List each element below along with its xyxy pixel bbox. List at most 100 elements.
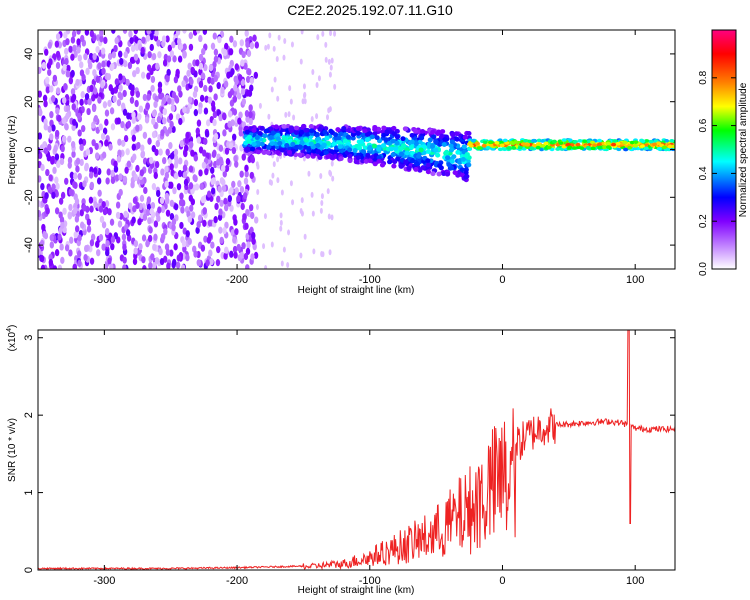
spectrogram-cell xyxy=(264,44,268,51)
spectrogram-cell xyxy=(328,128,334,134)
spectrogram-cell xyxy=(196,259,201,267)
spectrogram-cell xyxy=(75,165,80,173)
spectrogram-cell xyxy=(185,230,190,238)
spectrogram-cell xyxy=(246,241,251,249)
spectrogram-cell xyxy=(146,30,151,35)
spectrogram-cell xyxy=(246,49,252,58)
spectrogram-cell xyxy=(40,264,46,269)
spectrogram-cell xyxy=(87,98,92,106)
spectrogram-cell xyxy=(241,242,246,250)
spectrogram-cell xyxy=(380,143,387,148)
spectrogram-cell xyxy=(65,38,70,46)
spectrogram-cell xyxy=(82,180,87,188)
snr-x-tick-label: 0 xyxy=(499,575,505,587)
spectrogram-cell xyxy=(530,138,536,143)
spectrogram-cell xyxy=(251,141,257,147)
spectrogram-cell xyxy=(90,233,96,241)
spectrogram-cell xyxy=(218,114,223,122)
spectrogram-cell xyxy=(138,243,143,251)
spectrogram-cell xyxy=(267,113,271,120)
spectrogram-cell xyxy=(419,129,426,134)
spectrogram-cell xyxy=(227,91,233,99)
spectrogram-cell xyxy=(306,146,312,151)
spectrogram-cell xyxy=(122,243,127,251)
spectrogram-cell xyxy=(153,100,158,109)
spectrogram-cell xyxy=(50,156,55,164)
spectrogram-cell xyxy=(133,240,139,248)
spectrogram-cell xyxy=(590,140,596,145)
spectrogram-cell xyxy=(322,129,328,135)
spectrogram-cell xyxy=(157,51,162,59)
spectrogram-cell xyxy=(275,150,281,156)
spectrogram-cell xyxy=(154,160,160,169)
spectrogram-cell xyxy=(234,77,239,86)
spectrogram-cell xyxy=(134,99,139,108)
spectrogram-cell xyxy=(413,141,419,147)
spectrogram-cell xyxy=(324,41,328,48)
spectrogram-cell xyxy=(214,202,219,211)
spectrogram-cell xyxy=(167,44,173,52)
spectrogram-cell xyxy=(224,246,229,254)
spectrogram-cell xyxy=(590,146,596,151)
spectrogram-cell xyxy=(364,132,371,137)
spectrogram-cell xyxy=(198,80,204,88)
spectrogram-cell xyxy=(123,210,128,218)
spectrogram-cell xyxy=(130,44,136,53)
spectrogram-cell xyxy=(97,96,102,104)
spectrogram-cell xyxy=(49,85,54,93)
spectrogram-cell xyxy=(254,216,259,224)
spectrogram-cell xyxy=(188,43,194,51)
spectrogram-cell xyxy=(54,207,60,215)
spectrogram-cell xyxy=(74,225,80,233)
spectrogram-cell xyxy=(76,46,81,54)
spectrogram-cell xyxy=(277,140,283,146)
spectrogram-cell xyxy=(41,223,46,232)
spectrogram-cell xyxy=(79,69,85,77)
spectrogram-cell xyxy=(67,212,73,220)
snr-y-multiplier: (x104) xyxy=(6,325,18,352)
spectrogram-cell xyxy=(213,74,218,83)
spectrogram-cell xyxy=(466,131,472,136)
spectrogram-cell xyxy=(310,116,314,123)
spectrogram-cell xyxy=(86,218,92,226)
spectrogram-cell xyxy=(68,188,74,196)
spectrogram-cell xyxy=(333,83,337,90)
spectrogram-cell xyxy=(275,132,281,138)
spectrogram-x-tick-label: 100 xyxy=(626,274,644,286)
spectrogram-cell xyxy=(259,141,265,147)
spectrogram-cell xyxy=(157,86,163,94)
spectrogram-cell xyxy=(450,132,456,138)
spectrogram-cell xyxy=(243,125,249,131)
spectrogram-cell xyxy=(185,254,190,262)
spectrogram-cell xyxy=(70,36,76,44)
spectrogram-cell xyxy=(55,33,61,41)
spectrogram-cell xyxy=(168,141,173,150)
spectrogram-cell xyxy=(644,139,650,143)
spectrogram-cell xyxy=(137,113,142,121)
spectrogram-cell xyxy=(350,132,356,138)
spectrogram-cell xyxy=(338,131,344,137)
spectrogram-cell xyxy=(44,192,49,200)
spectrogram-cell xyxy=(88,171,94,179)
spectrogram-cell xyxy=(324,135,330,141)
spectrogram-cell xyxy=(535,145,541,150)
spectrogram-cell xyxy=(125,148,130,156)
spectrogram-cell xyxy=(73,172,78,180)
spectrogram-cell xyxy=(43,100,48,108)
spectrogram-cell xyxy=(167,97,172,105)
spectrogram-cell xyxy=(85,67,90,75)
spectrogram-cell xyxy=(596,142,602,147)
spectrogram-cell xyxy=(165,35,170,43)
spectrogram-cell xyxy=(230,68,235,76)
spectrogram-cell xyxy=(249,41,255,50)
spectrogram-cell xyxy=(188,141,194,149)
spectrogram-cell xyxy=(158,92,163,100)
spectrogram-cell xyxy=(121,233,127,241)
spectrogram-cell xyxy=(176,37,182,46)
spectrogram-cell xyxy=(113,165,119,173)
spectrogram-cell xyxy=(311,148,317,154)
spectrogram-cell xyxy=(237,117,242,125)
spectrogram-cells xyxy=(38,30,675,269)
spectrogram-cell xyxy=(372,161,378,167)
spectrogram-cell xyxy=(171,91,177,99)
